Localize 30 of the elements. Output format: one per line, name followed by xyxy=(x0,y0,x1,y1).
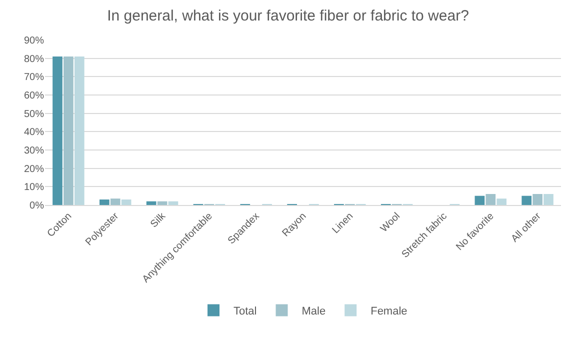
y-tick-label: 30% xyxy=(24,146,44,156)
bar xyxy=(64,56,74,205)
bar xyxy=(99,200,110,205)
y-tick-label: 10% xyxy=(24,182,44,194)
legend-label: Male xyxy=(302,306,326,318)
legend-label: Female xyxy=(370,306,408,318)
y-tick-label: 50% xyxy=(24,108,44,120)
bar xyxy=(52,56,62,205)
y-tick-label: 80% xyxy=(24,54,44,65)
bar xyxy=(522,196,532,205)
y-tick-label: 20% xyxy=(24,164,44,175)
chart-title: In general, what is your favorite fiber or fabric to wear? xyxy=(107,8,469,25)
bar xyxy=(544,194,554,205)
x-tick-label: Silk xyxy=(148,210,169,230)
bar xyxy=(74,56,84,205)
bar xyxy=(146,201,156,205)
bar xyxy=(168,201,178,205)
bar xyxy=(486,194,496,205)
bar xyxy=(496,198,507,205)
y-tick-label: 0% xyxy=(30,200,44,212)
bar xyxy=(121,200,132,205)
bar xyxy=(532,194,542,205)
bar xyxy=(157,201,168,205)
bar xyxy=(474,196,485,205)
legend-label: Total xyxy=(234,306,257,318)
bar xyxy=(110,198,120,205)
y-tick-label: 90% xyxy=(24,36,44,46)
y-tick-label: 40% xyxy=(24,127,44,138)
y-tick-label: 60% xyxy=(24,90,44,102)
y-tick-label: 70% xyxy=(24,72,44,84)
